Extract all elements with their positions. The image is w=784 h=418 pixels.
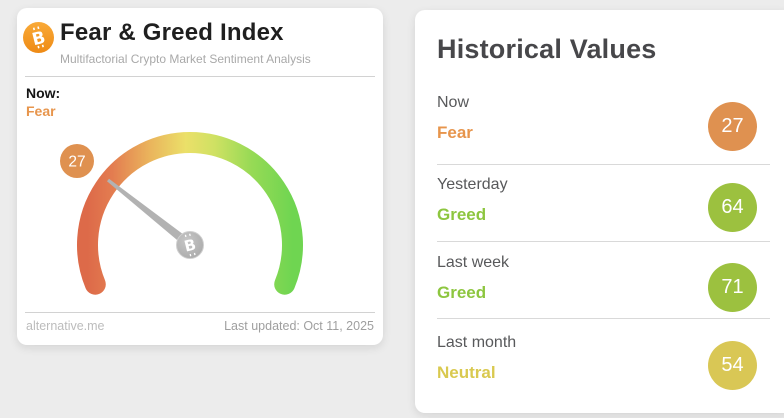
history-sentiment: Greed: [437, 283, 487, 302]
svg-text:B: B: [30, 28, 47, 51]
history-value: 27: [721, 115, 744, 137]
history-sentiment: Neutral: [437, 363, 496, 382]
history-value: 54: [721, 354, 744, 376]
gauge-hub-bitcoin-icon: B: [176, 231, 204, 259]
history-row-last-month: Last month Neutral: [437, 333, 516, 384]
history-period-label: Last month: [437, 334, 517, 351]
bitcoin-icon: B: [23, 22, 54, 53]
gauge-value-badge: 27: [60, 144, 94, 178]
row-divider: [437, 164, 770, 165]
row-divider: [437, 241, 770, 242]
historical-values-card: Historical Values Now Fear 27 Yesterday …: [415, 10, 784, 413]
history-period-label: Last week: [437, 254, 510, 271]
last-updated: Last updated: Oct 11, 2025: [224, 319, 374, 333]
history-row-now: Now Fear: [437, 93, 473, 144]
footer-divider: [25, 312, 375, 313]
history-value-badge: 71: [708, 263, 757, 312]
header-divider: [25, 76, 375, 77]
card-titles: Fear & Greed Index Multifactorial Crypto…: [60, 18, 311, 66]
history-value: 64: [721, 196, 744, 218]
history-value-badge: 64: [708, 183, 757, 232]
gauge-chart: B 27: [60, 132, 303, 295]
historical-title: Historical Values: [437, 34, 657, 64]
history-row-yesterday: Yesterday Greed: [437, 175, 508, 226]
card-subtitle: Multifactorial Crypto Market Sentiment A…: [60, 52, 311, 66]
history-sentiment: Greed: [437, 205, 487, 224]
history-row-last-week: Last week Greed: [437, 253, 509, 304]
history-period-label: Yesterday: [437, 176, 508, 193]
gauge-needle: [107, 178, 193, 249]
history-value-badge: 54: [708, 341, 757, 390]
page-title: Fear & Greed Index: [60, 19, 284, 46]
history-value-badge: 27: [708, 102, 757, 151]
gauge-arc: [77, 132, 303, 295]
history-sentiment: Fear: [437, 123, 473, 142]
row-divider: [437, 318, 770, 319]
now-sentiment: Fear: [26, 103, 56, 119]
fear-greed-card: B Fear & Greed Index Multifactorial Cryp…: [17, 8, 383, 345]
card-footer: alternative.me Last updated: Oct 11, 202…: [26, 319, 374, 333]
svg-text:B: B: [182, 235, 197, 255]
card-header: B Fear & Greed Index Multifactorial Cryp…: [23, 18, 311, 66]
now-label: Now:: [26, 85, 61, 101]
gauge-value-text: 27: [68, 154, 85, 171]
attribution-link[interactable]: alternative.me: [26, 319, 105, 333]
history-value: 71: [721, 276, 744, 298]
history-period-label: Now: [437, 94, 470, 111]
